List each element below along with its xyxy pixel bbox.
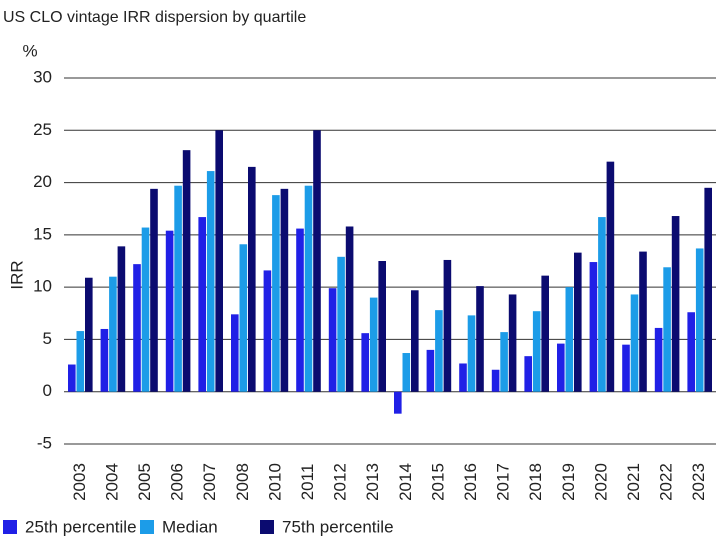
bar (524, 356, 532, 392)
x-tick-label: 2007 (200, 463, 219, 501)
bar (491, 369, 500, 392)
bar (508, 294, 517, 392)
x-tick-label: 2014 (396, 463, 415, 501)
bar (704, 187, 712, 392)
bar (215, 130, 223, 392)
bar (378, 261, 386, 392)
bar (394, 391, 402, 414)
bar (557, 343, 565, 392)
legend-label: 75th percentile (282, 517, 394, 536)
chart-title: US CLO vintage IRR dispersion by quartil… (3, 9, 306, 26)
x-tick-label: 2003 (70, 463, 89, 501)
x-tick-label: 2019 (559, 463, 578, 501)
x-tick-label: 2011 (298, 464, 317, 501)
bar (206, 171, 215, 392)
bar (630, 294, 639, 392)
bar (532, 311, 541, 392)
bar (109, 276, 117, 392)
bar (337, 256, 345, 392)
bar (280, 188, 289, 392)
x-tick-label: 2010 (265, 463, 284, 501)
bar (654, 327, 663, 392)
y-tick-label: -5 (37, 433, 52, 452)
y-axis-label: IRR (7, 260, 26, 289)
x-tick-label: 2022 (657, 463, 676, 501)
bar (598, 217, 606, 392)
bar (467, 315, 476, 392)
bar (263, 270, 272, 392)
bar (500, 332, 508, 392)
bar (476, 286, 484, 392)
bar (296, 228, 304, 392)
bar (671, 216, 680, 392)
bar (133, 264, 141, 392)
bar (589, 262, 598, 392)
bar (369, 297, 378, 392)
bar (361, 333, 369, 392)
y-tick-label: 15 (33, 224, 52, 243)
x-tick-label: 2006 (168, 463, 187, 501)
bar (663, 267, 671, 392)
bar (174, 185, 182, 392)
bar (622, 344, 630, 392)
bar (150, 188, 158, 392)
x-tick-label: 2016 (461, 463, 480, 501)
bar (411, 290, 419, 392)
x-tick-label: 2018 (526, 463, 545, 501)
x-tick-label: 2012 (331, 463, 350, 501)
legend-swatch (3, 520, 17, 534)
y-tick-label: 25 (33, 120, 52, 139)
bar (639, 251, 647, 392)
x-tick-label: 2013 (363, 463, 382, 501)
bar (565, 287, 574, 392)
bar (328, 288, 337, 392)
bar (85, 277, 93, 392)
y-unit: % (22, 41, 37, 60)
x-tick-label: 2005 (135, 463, 154, 501)
bar (443, 259, 452, 392)
legend-label: 25th percentile (25, 517, 137, 536)
y-tick-label: 5 (43, 329, 52, 348)
y-tick-label: 30 (33, 67, 52, 86)
legend-label: Median (162, 517, 218, 536)
x-tick-label: 2023 (689, 463, 708, 501)
legend-swatch (260, 520, 274, 534)
bar (248, 166, 256, 392)
bar (165, 230, 174, 392)
bar (198, 217, 206, 392)
bar (68, 364, 76, 392)
x-tick-label: 2020 (591, 463, 610, 501)
x-tick-label: 2015 (428, 463, 447, 501)
bar (272, 195, 280, 392)
x-tick-label: 2021 (624, 463, 643, 501)
bar (117, 246, 126, 392)
bar (541, 275, 549, 392)
bar (606, 161, 615, 392)
x-tick-label: 2017 (494, 463, 513, 501)
bar (402, 353, 411, 392)
bar (345, 226, 354, 392)
bar (100, 328, 109, 392)
bar (426, 349, 435, 392)
legend-swatch (140, 520, 154, 534)
bar (239, 244, 248, 392)
bar (313, 130, 321, 392)
bar (304, 185, 313, 392)
bar (231, 314, 239, 392)
y-tick-label: 10 (33, 277, 52, 296)
x-tick-label: 2008 (233, 463, 252, 501)
bar (182, 150, 191, 392)
y-tick-label: 20 (33, 172, 52, 191)
bar (695, 248, 704, 392)
x-tick-label: 2004 (102, 463, 121, 501)
y-tick-label: 0 (43, 381, 52, 400)
bar (687, 312, 695, 392)
bar (435, 310, 443, 392)
bar (574, 252, 582, 392)
bar (459, 363, 467, 392)
bar (141, 227, 150, 392)
bar (76, 331, 85, 392)
